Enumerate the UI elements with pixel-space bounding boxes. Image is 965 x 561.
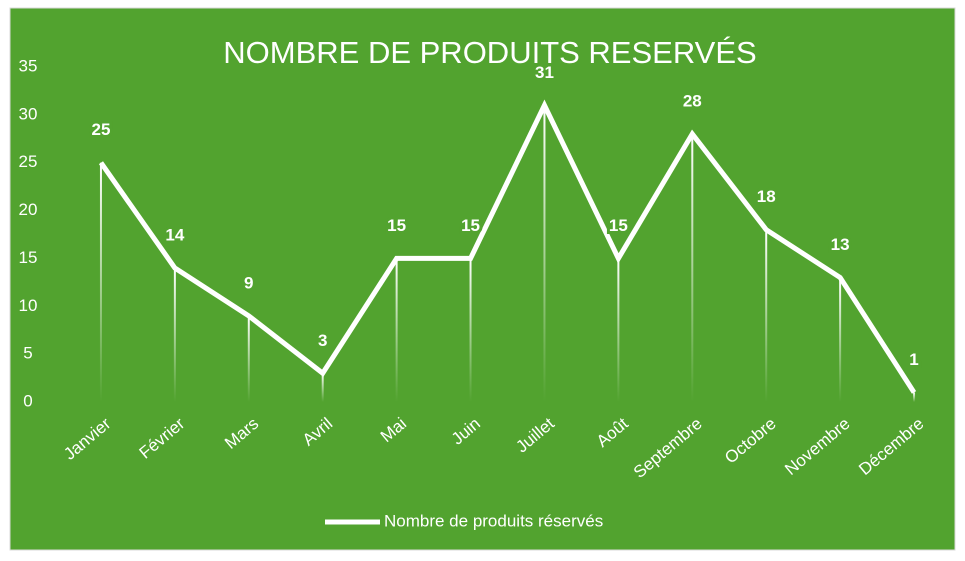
y-tick-label: 35 (19, 56, 38, 75)
drop-line (543, 105, 546, 403)
data-label: 14 (165, 225, 184, 244)
y-tick-label: 20 (19, 200, 38, 219)
data-label: 28 (683, 91, 702, 110)
data-label: 15 (461, 216, 480, 235)
data-label: 18 (757, 187, 776, 206)
drop-line (173, 268, 176, 402)
data-label: 3 (318, 331, 327, 350)
drop-line (765, 229, 768, 402)
drop-line (691, 134, 694, 402)
y-tick-label: 15 (19, 248, 38, 267)
data-label: 1 (909, 350, 918, 369)
drop-line (469, 258, 472, 402)
legend-label: Nombre de produits réservés (384, 511, 603, 530)
data-label: 13 (831, 235, 850, 254)
y-tick-label: 10 (19, 296, 38, 315)
drop-line (247, 315, 250, 402)
drop-line (395, 258, 398, 402)
data-label: 15 (609, 216, 628, 235)
y-tick-label: 30 (19, 104, 38, 123)
y-tick-label: 0 (23, 391, 32, 410)
drop-line (99, 162, 102, 402)
y-tick-label: 25 (19, 152, 38, 171)
data-label: 31 (535, 63, 554, 82)
data-label: 25 (91, 120, 110, 139)
data-label: 9 (244, 273, 253, 292)
y-tick-label: 5 (23, 344, 32, 363)
line-series (98, 99, 917, 394)
data-label: 15 (387, 216, 406, 235)
chart-title: NOMBRE DE PRODUITS RESERVÉS (223, 35, 756, 70)
drop-line (321, 373, 324, 402)
drop-line (617, 258, 620, 402)
chart-background (9, 7, 956, 551)
drop-line (839, 277, 842, 402)
drop-line (913, 392, 916, 402)
